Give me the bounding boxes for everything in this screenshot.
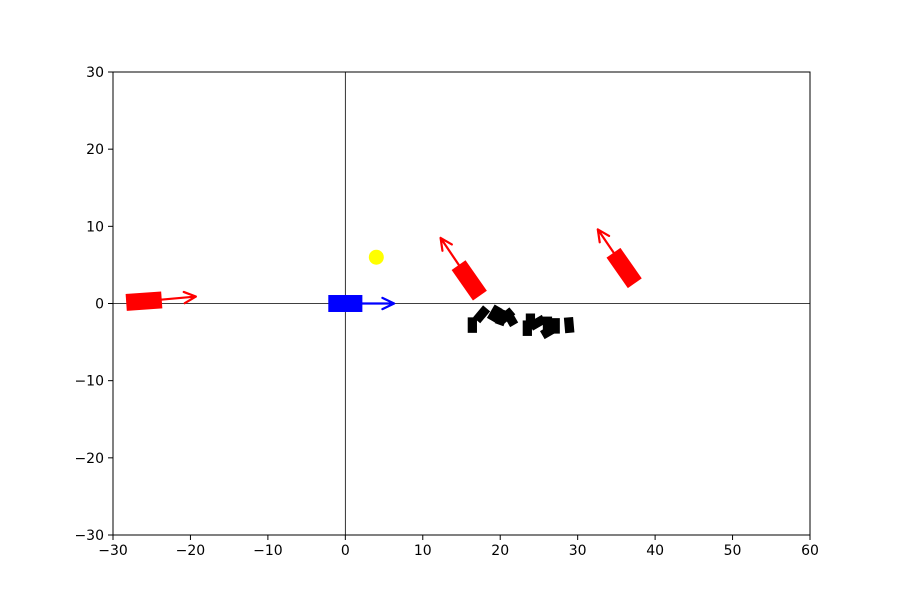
- x-tick-label: 0: [341, 543, 350, 559]
- obstacle-marker-9: [528, 314, 547, 331]
- x-tick-label: 40: [646, 543, 664, 559]
- y-tick-label: −30: [74, 528, 104, 544]
- plot-data-layer: [113, 72, 810, 535]
- x-tick-label: −20: [176, 543, 206, 559]
- x-tick-label: 60: [801, 543, 819, 559]
- x-tick-label: −10: [253, 543, 283, 559]
- obstacle-marker-13: [563, 316, 575, 334]
- obstacle-marker-3: [486, 304, 503, 323]
- target-vessel-2: [451, 260, 487, 301]
- x-tick-label: 10: [414, 543, 432, 559]
- y-tick-label: 30: [86, 65, 104, 81]
- y-tick-label: −20: [74, 451, 104, 467]
- x-tick-label: 20: [491, 543, 509, 559]
- waypoint-marker: [368, 249, 384, 265]
- y-tick-label: 20: [86, 142, 104, 158]
- own-vessel: [328, 295, 363, 312]
- y-tick-label: −10: [74, 374, 104, 390]
- y-tick-label: 0: [95, 297, 104, 313]
- x-tick-label: 50: [724, 543, 742, 559]
- target-vessel-3: [606, 247, 642, 289]
- obstacle-marker-12: [550, 318, 560, 334]
- obstacle-marker-2: [473, 305, 491, 324]
- obstacle-marker-1: [467, 317, 477, 333]
- x-tick-label: 30: [569, 543, 587, 559]
- obstacle-marker-6: [502, 309, 519, 328]
- x-tick-label: −30: [98, 543, 128, 559]
- y-tick-label: 10: [86, 219, 104, 235]
- target-vessel-1: [125, 291, 163, 311]
- axes: −30 −20 −10 0 10 20 30 40 50 60 −30 −20 −10 0 10 20 30: [74, 65, 818, 559]
